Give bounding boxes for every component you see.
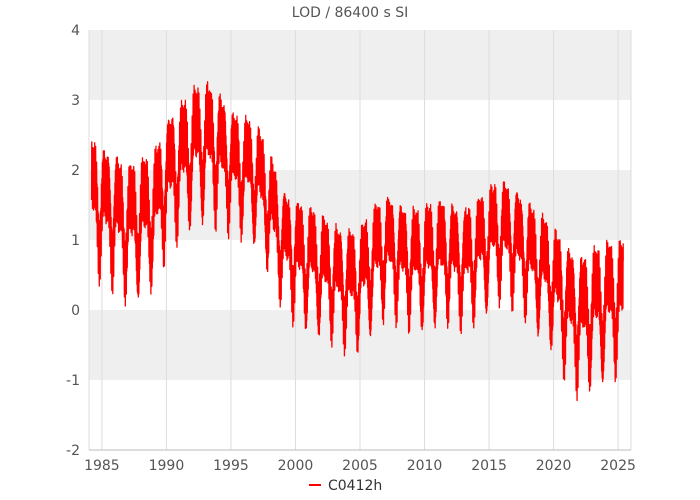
y-tick-label: 0 <box>71 303 80 319</box>
y-tick-label: 2 <box>71 163 80 179</box>
y-tick-labels: -2 -1 0 1 2 3 4 <box>66 23 80 459</box>
x-tick-label: 2010 <box>407 458 443 474</box>
x-tick-label: 2005 <box>342 458 378 474</box>
y-tick-label: -1 <box>66 373 80 389</box>
legend: C0412h <box>309 478 382 494</box>
chart-title: LOD / 86400 s SI <box>292 5 408 21</box>
legend-label: C0412h <box>328 478 382 494</box>
series-layer <box>90 81 624 402</box>
x-tick-label: 1995 <box>213 458 249 474</box>
x-tick-label: 2025 <box>600 458 636 474</box>
y-tick-label: 3 <box>71 93 80 109</box>
x-tick-label: 2000 <box>278 458 314 474</box>
x-tick-labels: 1985 1990 1995 2000 2005 2010 2015 2020 2025 <box>84 458 636 474</box>
y-tick-label: -2 <box>66 443 80 459</box>
x-tick-label: 1985 <box>84 458 120 474</box>
y-tick-label: 4 <box>71 23 80 39</box>
y-tick-label: 1 <box>71 233 80 249</box>
x-tick-label: 2015 <box>471 458 507 474</box>
series-line-c0412h <box>90 81 624 402</box>
x-tick-label: 2020 <box>536 458 572 474</box>
x-tick-label: 1990 <box>149 458 185 474</box>
